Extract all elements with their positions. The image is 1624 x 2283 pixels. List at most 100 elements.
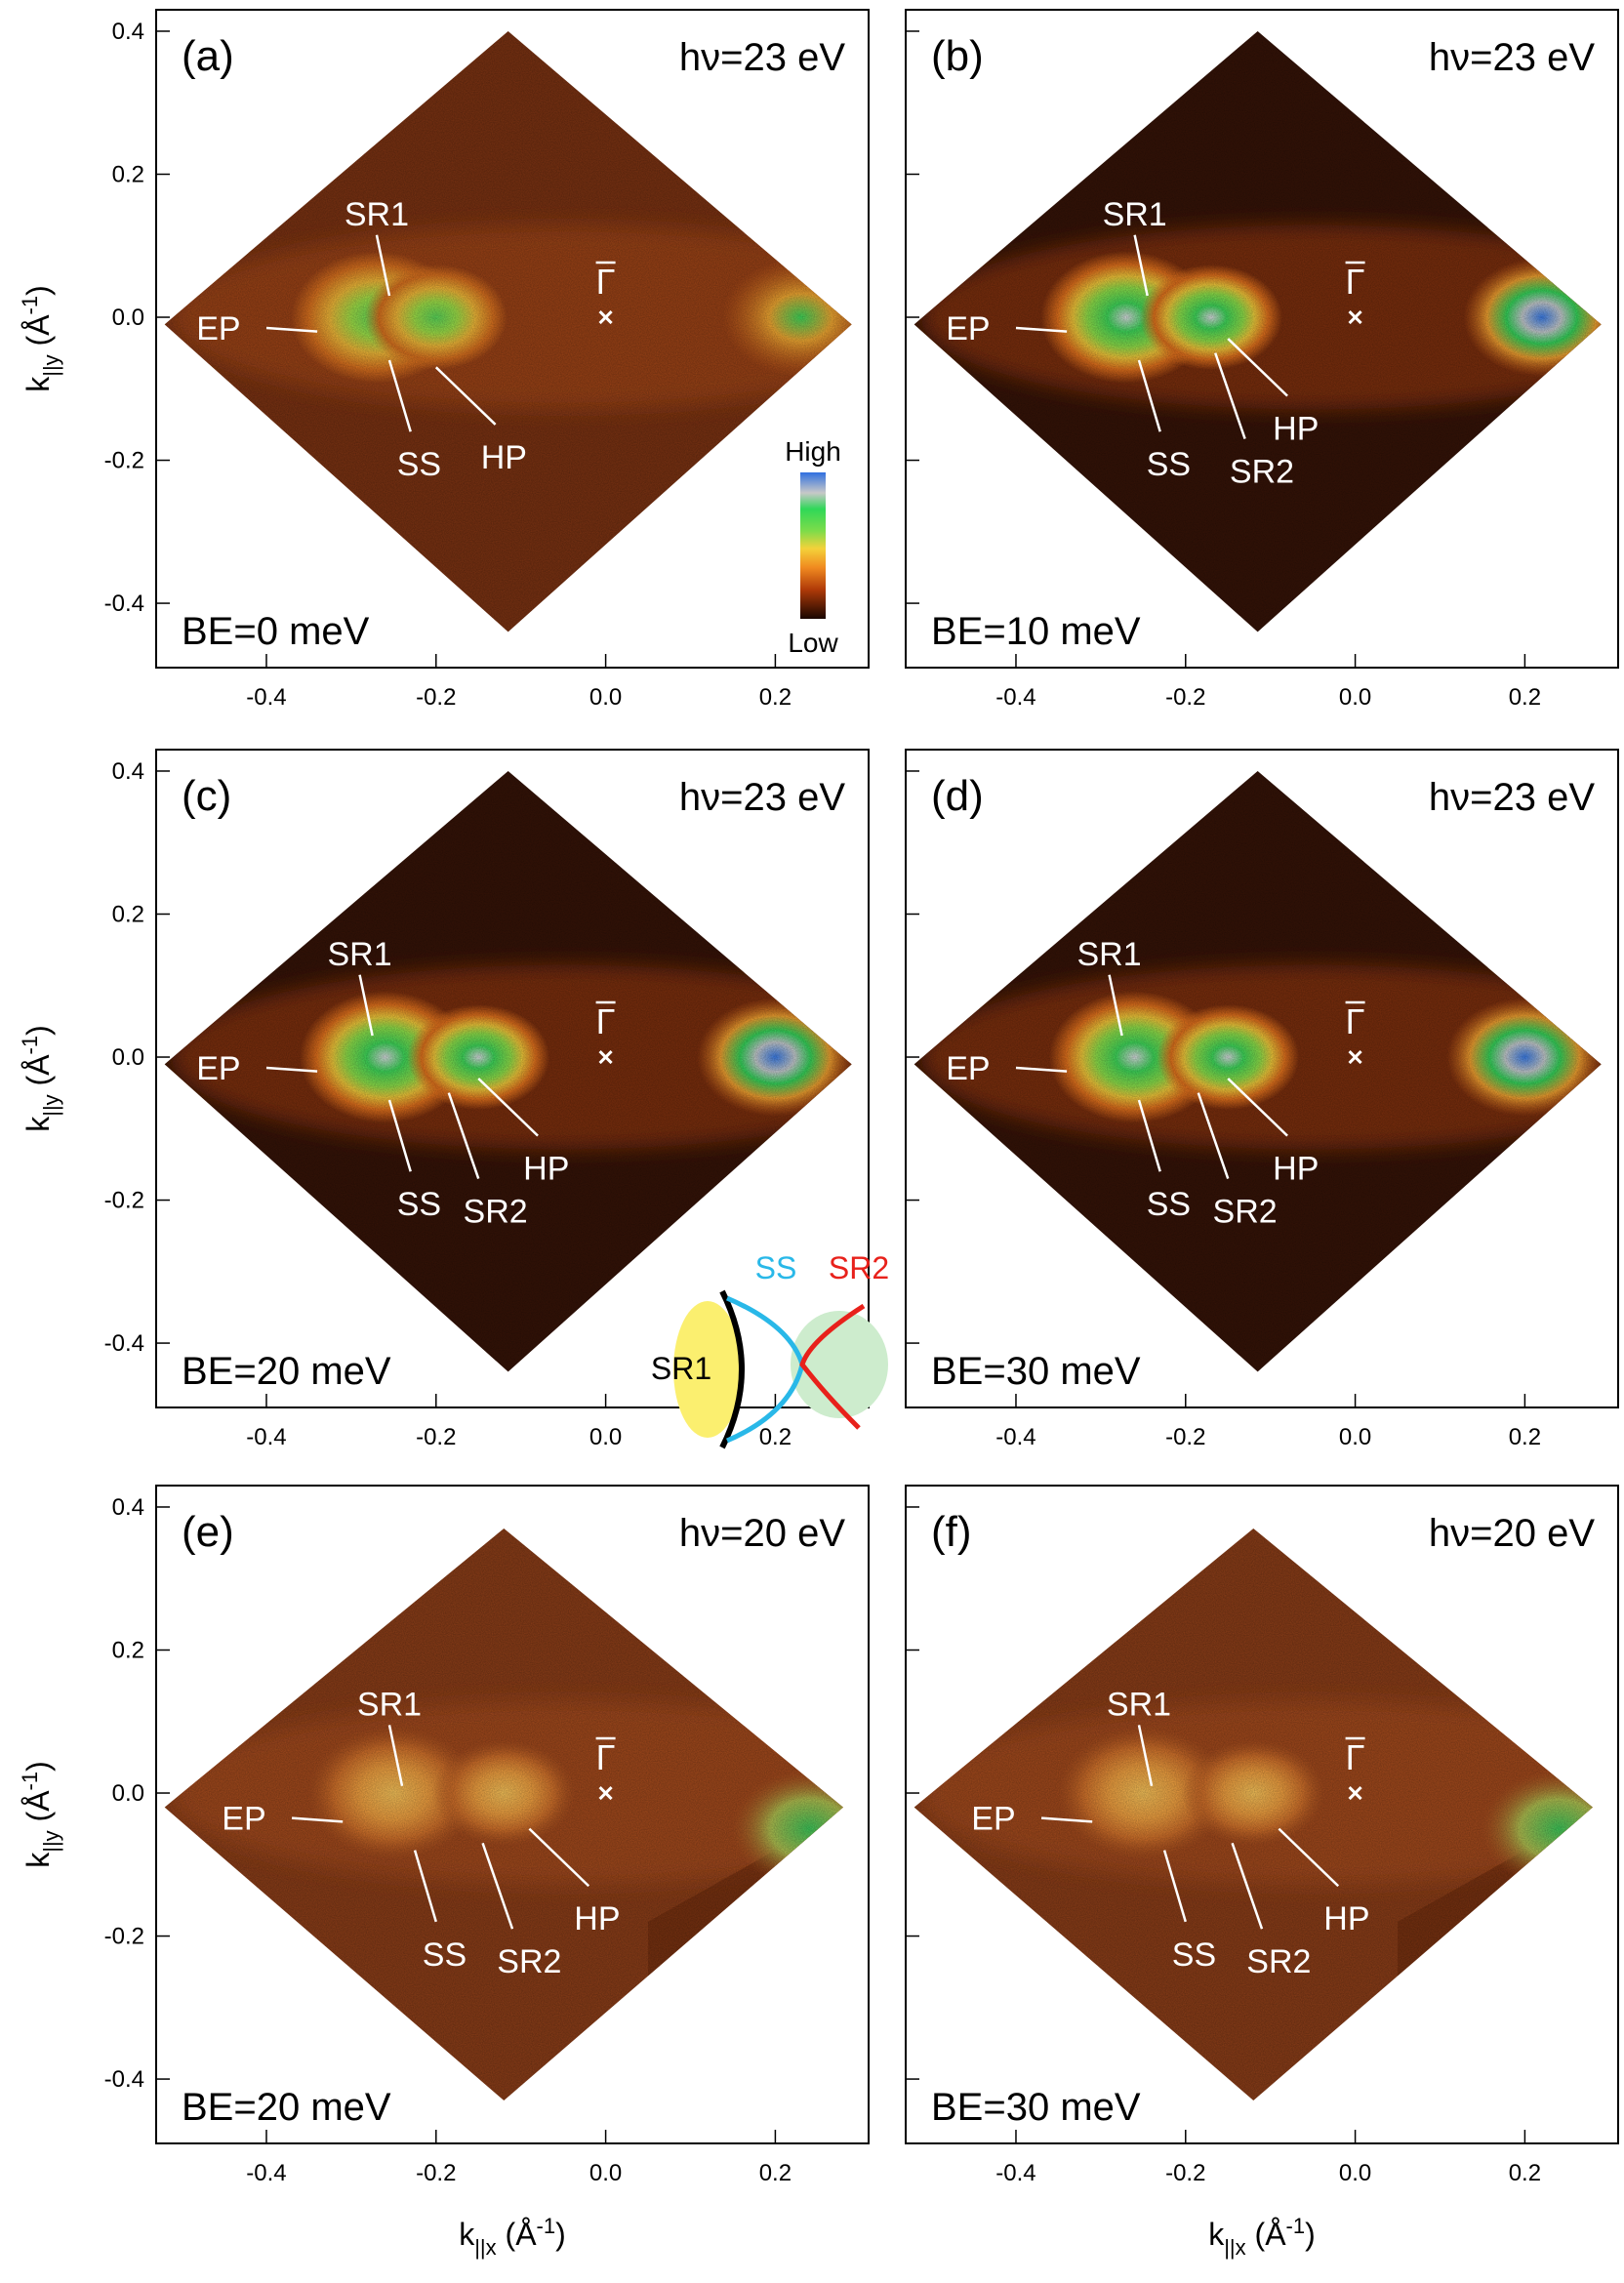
y-tick-label: -0.2 <box>104 448 144 474</box>
label-leader-hp <box>477 1078 539 1137</box>
x-axis-label-part: (Å <box>1246 2217 1287 2252</box>
binding-energy: BE=30 meV <box>931 1350 1141 1393</box>
label-sr1: SR1 <box>1107 1686 1171 1723</box>
label-leader-ep <box>265 326 318 333</box>
x-tick-label: 0.2 <box>759 684 792 711</box>
label-sr1: SR1 <box>1077 936 1142 973</box>
x-axis-label-part: ||x <box>1224 2235 1245 2260</box>
plot-frame <box>905 1485 1619 2144</box>
x-tick-label: 0.2 <box>1509 684 1541 711</box>
plot-frame <box>155 9 870 669</box>
y-axis-label: k||y (Å-1) <box>18 285 63 392</box>
label-leader-sr1 <box>1108 974 1123 1037</box>
label-leader-sr1 <box>387 1725 404 1786</box>
x-tick-label: -0.2 <box>416 2160 456 2186</box>
label-leader-ss <box>1162 1850 1187 1923</box>
x-tick-label: 0.2 <box>1509 1424 1541 1450</box>
x-axis-label-part: (Å <box>497 2217 538 2252</box>
colorbar-high-label: High <box>785 436 841 467</box>
photon-energy: hν=23 eV <box>1429 36 1595 79</box>
gamma-marker <box>598 1785 613 1801</box>
y-axis-label-part: ) <box>20 285 56 296</box>
label-leader-ep <box>291 1816 344 1823</box>
x-tick-label: -0.4 <box>246 684 286 711</box>
gamma-label: Γ <box>1346 1001 1365 1041</box>
label-leader-sr1 <box>1133 234 1149 297</box>
intensity-map <box>914 30 1602 632</box>
photon-energy: hν=23 eV <box>679 776 845 819</box>
x-axis-label-part: k <box>1208 2217 1225 2252</box>
y-tick-label: -0.4 <box>104 2066 144 2093</box>
x-tick-label: -0.4 <box>995 2160 1035 2186</box>
schematic-sr2-label: SR2 <box>829 1250 889 1285</box>
binding-energy: BE=20 meV <box>182 1350 391 1393</box>
binding-energy: BE=10 meV <box>931 610 1141 653</box>
x-tick-label: -0.2 <box>1165 2160 1205 2186</box>
plot-frame <box>155 749 870 1408</box>
plot-frame <box>905 749 1619 1408</box>
panel-letter: (a) <box>182 32 234 80</box>
label-ss: SS <box>1147 1186 1191 1223</box>
y-tick-label: 0.2 <box>112 1638 144 1664</box>
plot-frame <box>905 9 1619 669</box>
photon-energy: hν=20 eV <box>1429 1512 1595 1555</box>
panel-letter: (e) <box>182 1508 234 1556</box>
label-leader-hp <box>528 1827 590 1888</box>
label-leader-sr2 <box>481 1842 514 1930</box>
label-leader-ss <box>413 1850 437 1923</box>
label-ss: SS <box>397 1186 441 1223</box>
label-sr1: SR1 <box>1103 196 1167 233</box>
label-leader-ep <box>265 1066 318 1073</box>
y-axis-label-part: k <box>20 1852 56 1868</box>
label-leader-sr2 <box>1197 1092 1230 1179</box>
panel-b: -0.4 -0.2 0.0 0.2 (b) hν=23 eV BE=10 meV Γ SR1 EP… <box>905 9 1619 711</box>
schematic-ss-label: SS <box>755 1250 797 1285</box>
panels-layer: -0.4 -0.2 0.0 0.20.40.20.0-0.2-0.4k||y (Å-1… <box>18 9 1619 2260</box>
gamma-label: Γ <box>596 1001 616 1041</box>
intensity-map <box>914 770 1602 1372</box>
label-leader-hp <box>1278 1827 1340 1888</box>
panel-letter: (d) <box>931 772 984 820</box>
sr1-region <box>673 1301 742 1438</box>
y-tick-label: 0.4 <box>112 1494 144 1521</box>
y-tick-label: 0.0 <box>112 1780 144 1807</box>
label-ss: SS <box>397 446 441 483</box>
label-leader-ss <box>387 1099 412 1172</box>
label-sr2: SR2 <box>1230 454 1294 491</box>
y-tick-label: -0.4 <box>104 591 144 617</box>
y-tick-label: 0.0 <box>112 1044 144 1071</box>
label-leader-ep <box>1015 1066 1068 1073</box>
x-tick-label: 0.2 <box>759 1424 792 1450</box>
label-leader-sr2 <box>447 1092 480 1179</box>
x-axis-label: k||x (Å-1) <box>1208 2214 1316 2260</box>
label-hp: HP <box>1323 1900 1369 1937</box>
x-tick-label: -0.4 <box>995 1424 1035 1450</box>
y-tick-label: 0.2 <box>112 902 144 928</box>
y-axis-label-part: ||y <box>39 1094 63 1116</box>
y-axis-label-part: k <box>20 1116 56 1132</box>
schematic-inset: SS SR2 SR1 <box>651 1250 889 1449</box>
map-noise <box>164 770 852 1372</box>
intensity-map <box>164 30 852 632</box>
label-hp: HP <box>574 1900 620 1937</box>
y-axis-label: k||y (Å-1) <box>18 1025 63 1132</box>
label-leader-sr2 <box>1214 352 1246 439</box>
photon-energy: hν=23 eV <box>679 36 845 79</box>
y-tick-label: -0.2 <box>104 1188 144 1214</box>
x-tick-label: 0.0 <box>1339 684 1371 711</box>
x-tick-label: -0.2 <box>1165 684 1205 711</box>
intensity-map <box>164 770 852 1372</box>
label-sr1: SR1 <box>357 1686 422 1723</box>
label-ep: EP <box>971 1801 1015 1838</box>
label-ss: SS <box>1147 446 1191 483</box>
photon-energy: hν=20 eV <box>679 1512 845 1555</box>
map-noise <box>914 770 1602 1372</box>
binding-energy: BE=20 meV <box>182 2086 391 2129</box>
label-leader-sr1 <box>375 234 391 297</box>
y-axis-label-part: -1 <box>18 296 42 315</box>
panel-e: -0.4 -0.2 0.0 0.20.40.20.0-0.2-0.4k||y (Å-1… <box>18 1485 870 2260</box>
panel-a: -0.4 -0.2 0.0 0.2 0.4 0.2 0.0 -0.2 -0.4 k||y (Å-1… <box>18 9 870 711</box>
y-axis-label-part: (Å <box>20 314 56 355</box>
y-axis-label-part: k <box>20 376 56 392</box>
